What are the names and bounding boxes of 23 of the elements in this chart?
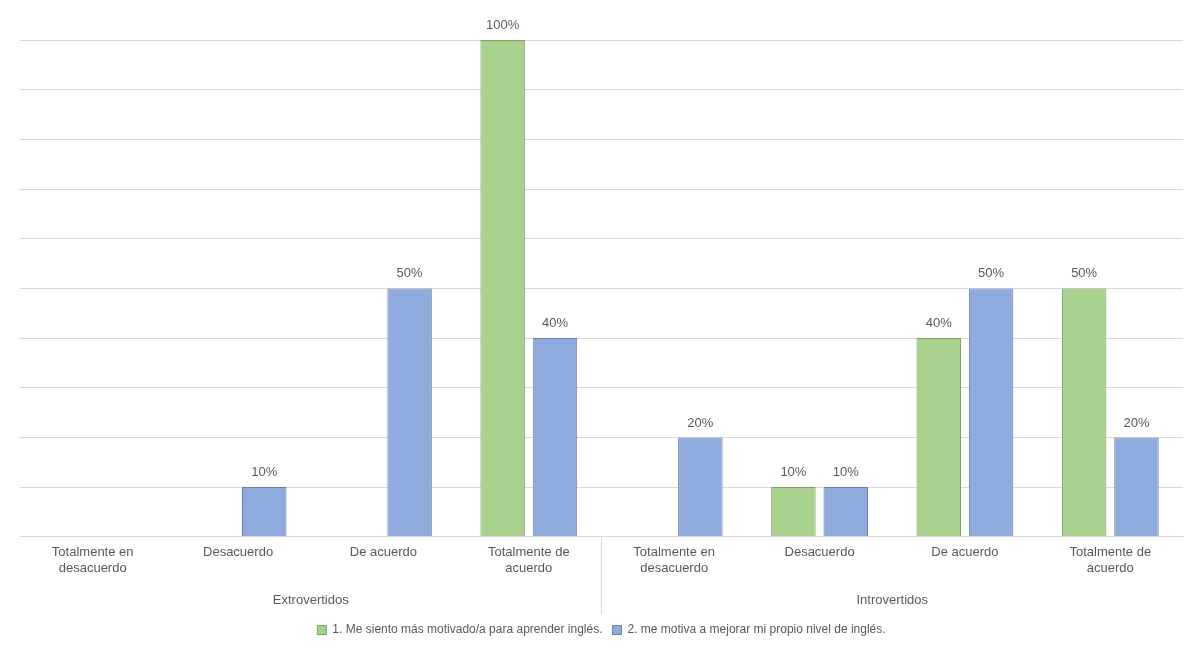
x-tick-label: De acuerdo bbox=[931, 544, 999, 560]
legend-label: 2. me motiva a mejorar mi propio nivel de inglés. bbox=[627, 622, 886, 637]
data-label: 40% bbox=[541, 315, 569, 331]
x-tick-label: Totalmente de acuerdo bbox=[1069, 544, 1152, 575]
data-label: 20% bbox=[1123, 414, 1150, 430]
data-label: 40% bbox=[925, 315, 953, 331]
x-tick-label: Totalmente de acuerdo bbox=[487, 544, 570, 575]
data-label: 50% bbox=[978, 265, 1005, 281]
x-tick-label: Desacuerdo bbox=[203, 544, 274, 560]
data-label: 10% bbox=[780, 464, 807, 480]
x-tick-label: De acuerdo bbox=[349, 544, 418, 560]
legend-label: 1. Me siento más motivado/a para aprender inglés. bbox=[332, 622, 603, 637]
data-label: 20% bbox=[687, 414, 714, 430]
data-label: 100% bbox=[486, 17, 520, 33]
data-label: 10% bbox=[251, 464, 278, 480]
data-label: 10% bbox=[832, 464, 860, 480]
x-tick-label: Desacuerdo bbox=[784, 544, 855, 560]
text: Extrovertidos bbox=[272, 592, 350, 608]
text: Introvertidos bbox=[856, 592, 929, 608]
data-label: 50% bbox=[1071, 265, 1098, 281]
x-tick-label: Totalmente en desacuerdo bbox=[633, 544, 716, 575]
data-label: 50% bbox=[396, 265, 424, 281]
x-tick-label: Totalmente en desacuerdo bbox=[51, 544, 134, 575]
